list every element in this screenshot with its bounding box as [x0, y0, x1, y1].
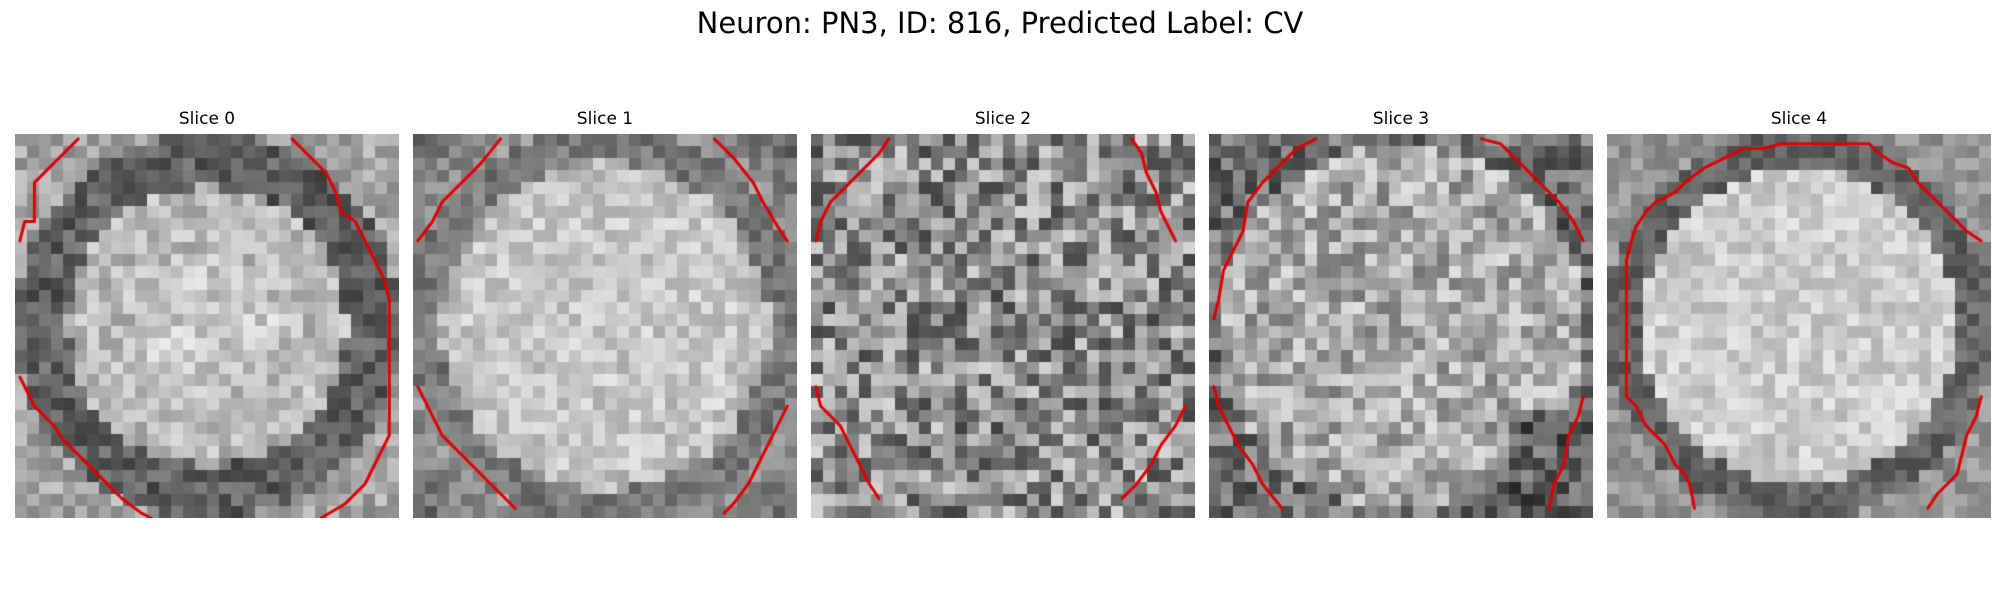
slice-title-1: Slice 1 [413, 108, 797, 130]
slice-image-2 [811, 134, 1195, 518]
figure-title: Neuron: PN3, ID: 816, Predicted Label: C… [0, 6, 2000, 40]
slice-image-3 [1209, 134, 1593, 518]
slice-image-4 [1607, 134, 1991, 518]
slice-title-3: Slice 3 [1209, 108, 1593, 130]
slice-title-4: Slice 4 [1607, 108, 1991, 130]
slice-title-2: Slice 2 [811, 108, 1195, 130]
slice-title-0: Slice 0 [15, 108, 399, 130]
slice-image-0 [15, 134, 399, 518]
slice-image-1 [413, 134, 797, 518]
